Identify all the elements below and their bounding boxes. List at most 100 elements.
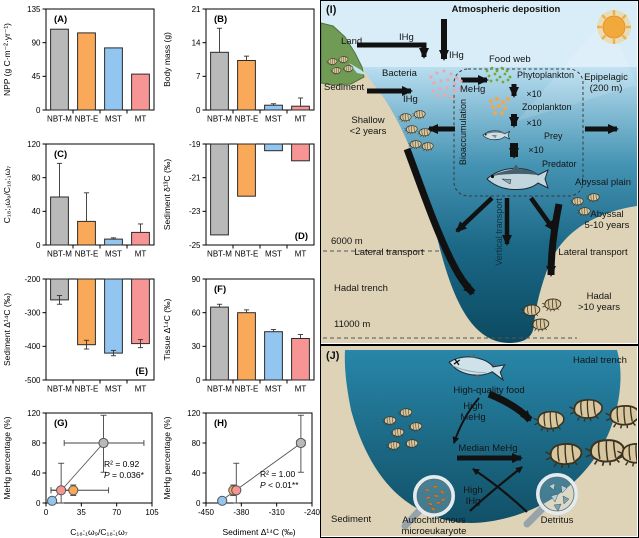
ihg-sediment-label: IHg [403,94,418,105]
panel-b-bodymass-chart: 0 7 14 21 NBT-M NBT-E MST MT (B) Body mass (g) [160,0,320,135]
svg-text:120: 120 [27,409,41,418]
svg-text:P < 0.01**: P < 0.01** [260,480,299,490]
svg-text:-500: -500 [24,376,41,385]
lateral-transport-right-label: Lateral transport [558,247,628,258]
svg-text:MT: MT [135,250,147,259]
svg-text:MST: MST [105,250,122,259]
magnifier-microeukaryote-icon [401,475,455,530]
svg-text:30: 30 [192,342,201,351]
atmospheric-deposition-label: Atmospheric deposition [451,4,561,15]
arrow-fan-left [455,196,494,233]
sediment-label: Sediment [324,82,365,93]
svg-text:NBT-E: NBT-E [235,115,259,124]
svg-text:MST: MST [105,115,122,124]
svg-text:120: 120 [187,409,201,418]
svg-text:Body mass (g): Body mass (g) [162,32,172,87]
arrow-fan-right [529,196,556,232]
svg-text:35: 35 [77,508,86,517]
trench-basin-art [321,346,637,536]
magnifier-detritus-icon [523,473,578,528]
arrow-food-to-left [452,397,480,444]
bacteria-label: Bacteria [382,68,417,79]
sunbeam [517,17,637,121]
depth-11000-label: 11000 m [334,319,371,330]
epipelagic-depth-label: (200 m) [589,83,623,94]
svg-text:Sediment Δ¹⁴C (‰): Sediment Δ¹⁴C (‰) [222,527,295,537]
svg-text:80: 80 [192,439,201,448]
svg-text:0: 0 [36,499,41,508]
mehg-label: MeHg [460,84,486,95]
autochthonous-label-2: microeukaryote [401,526,467,537]
svg-text:-310: -310 [269,508,286,517]
svg-text:NBT-M: NBT-M [47,115,72,124]
svg-text:45: 45 [32,72,41,81]
high-mehg-label-1: High [463,401,483,412]
ihg-land-label: IHg [399,32,414,43]
microeukaryote-specks [424,485,446,511]
svg-text:0: 0 [196,376,201,385]
svg-text:NBT-M: NBT-M [47,250,72,259]
svg-text:(D): (D) [295,231,308,242]
svg-text:0: 0 [196,499,201,508]
svg-text:MeHg percentage (%): MeHg percentage (%) [162,416,172,499]
x10-label-2: ×10 [526,118,542,128]
zooplankton-label: Zooplankton [522,102,572,112]
svg-text:14: 14 [192,38,201,47]
arrow-detritus-to-left [472,468,528,513]
svg-text:60: 60 [192,308,201,317]
water-body [363,67,637,343]
svg-text:40: 40 [32,469,41,478]
arrow-high-mehg [487,390,533,423]
svg-text:MT: MT [135,115,147,124]
svg-text:(E): (E) [135,366,148,377]
abyssal-plain-label: Abyssal plain [575,177,631,188]
svg-text:70: 70 [112,508,121,517]
svg-text:(H): (H) [214,418,227,429]
prey-label: Prey [544,131,563,141]
svg-text:0: 0 [196,106,201,115]
svg-text:MT: MT [135,385,147,394]
phytoplankton-dots [485,66,512,84]
panel-c-fattyacid-chart: 0 40 80 120 NBT-M NBT-E MST MT (C) C₁₈:₁ω₉/C₁₈:₁ω… [0,135,160,270]
svg-text:-400: -400 [24,342,41,351]
svg-text:135: 135 [27,5,41,14]
transport-arrows [357,19,619,296]
prey-fish-icon [482,130,511,141]
svg-text:Sediment δ¹³C (‰): Sediment δ¹³C (‰) [162,159,172,230]
svg-text:-380: -380 [233,508,250,517]
median-mehg-label: Median MeHg [458,443,518,454]
shallow-label: Shallow [351,115,385,126]
svg-text:MT: MT [295,115,307,124]
svg-text:0: 0 [36,241,41,250]
svg-text:R² = 0.92: R² = 0.92 [104,459,139,469]
ihg-atm-label: IHg [449,50,464,61]
autochthonous-label-1: Autochthonous [402,515,466,526]
svg-text:C₁₈:₁ω₉/C₁₈:₁ω₇: C₁₈:₁ω₉/C₁₈:₁ω₇ [2,166,12,224]
svg-text:7: 7 [196,72,201,81]
svg-text:-240: -240 [304,508,320,517]
svg-text:NPP (g C·m⁻²·yr⁻¹): NPP (g C·m⁻²·yr⁻¹) [2,23,12,96]
panel-j-label: (J) [326,350,340,362]
svg-text:NBT-E: NBT-E [235,385,259,394]
svg-text:MST: MST [265,115,282,124]
panel-j-trench-diagram: (J) Hadal trench High-quality food High … [320,345,639,538]
svg-text:(B): (B) [214,14,227,25]
high-mehg-label-2: MeHg [460,412,486,423]
high-ihg-label-1: High [463,485,483,496]
vertical-transport-label: Vertical transport [493,198,504,266]
svg-text:NBT-E: NBT-E [235,250,259,259]
panel-e-sediment-d14c-chart: -500 -400 -300 -200 NBT-M NBT-E MST MT (E) Sedime… [0,270,160,405]
panel-a-npp-chart: 0 45 90 135 NBT-M NBT-E MST MT (A) NPP (g C·m⁻²·y… [0,0,160,135]
panel-h-mehg-scatter: 0 40 80 120 -450 -380 -310 -240 (H) R² = 1.00 P < … [160,405,321,538]
svg-text:NBT-E: NBT-E [75,385,99,394]
detritus-fragments [548,482,570,512]
hadal-trench-label-j: Hadal trench [573,355,627,366]
sediment-label-j: Sediment [331,514,372,525]
food-web-box [453,68,584,197]
sun-icon [597,10,631,44]
svg-text:-300: -300 [24,308,41,317]
high-ihg-label-2: IHg [465,496,481,507]
svg-text:(F): (F) [214,284,226,295]
svg-text:MeHg percentage (%): MeHg percentage (%) [2,416,12,499]
food-flow-arrows [452,390,533,513]
